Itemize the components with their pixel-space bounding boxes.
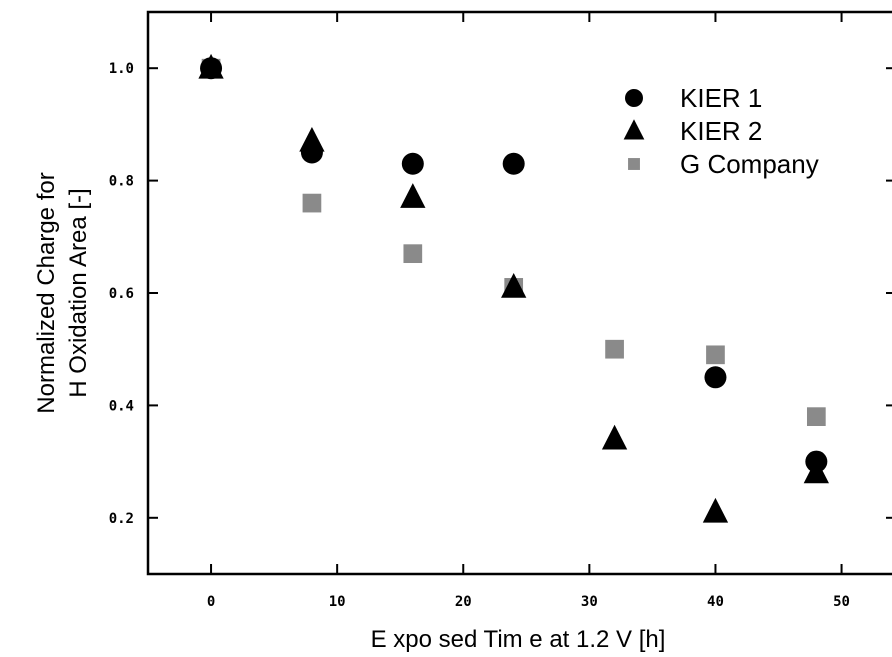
data-point-triangle <box>198 53 224 79</box>
data-point-triangle <box>601 424 628 450</box>
x-tick-label: 40 <box>707 594 724 610</box>
data-point-triangle <box>702 497 729 523</box>
y-tick-label: 0.8 <box>109 174 134 190</box>
data-point-square <box>806 407 826 426</box>
legend-marker-circle <box>625 89 643 107</box>
data-point-circle <box>704 366 727 389</box>
legend-marker-triangle <box>623 119 645 140</box>
x-tick-label: 50 <box>833 594 850 610</box>
data-point-triangle <box>299 126 325 152</box>
y-axis-label-line-1: Normalized Charge for <box>33 172 60 413</box>
legend-label: KIER 2 <box>680 116 762 146</box>
legend-label: G Company <box>680 149 819 179</box>
data-points <box>198 53 829 523</box>
data-point-square <box>403 244 423 264</box>
y-tick-label: 0.2 <box>109 511 134 527</box>
data-point-circle <box>502 152 525 175</box>
y-tick-label: 0.6 <box>109 286 134 302</box>
axis-ticks: 0 10 20 30 40 50 0.2 0.4 0.6 0.8 1.0 <box>109 12 892 610</box>
data-point-triangle <box>400 183 426 208</box>
data-point-square <box>706 345 725 365</box>
data-point-triangle <box>501 273 527 298</box>
legend-label: KIER 1 <box>680 83 762 113</box>
data-point-square <box>605 339 624 359</box>
data-point-circle <box>401 152 424 175</box>
y-tick-label: 0.4 <box>109 398 134 414</box>
x-tick-label: 10 <box>329 594 346 610</box>
y-axis-label-line-2: H Oxidation Area [-] <box>65 188 92 397</box>
data-point-triangle <box>803 458 829 484</box>
legend-marker-square <box>628 158 640 170</box>
y-tick-label: 1.0 <box>109 61 134 77</box>
x-axis-label: E xpo sed Tim e at 1.2 V [h] <box>371 626 666 653</box>
x-tick-label: 30 <box>581 594 598 610</box>
x-tick-label: 0 <box>207 594 215 610</box>
x-tick-label: 20 <box>455 594 472 610</box>
data-point-square <box>302 193 322 213</box>
